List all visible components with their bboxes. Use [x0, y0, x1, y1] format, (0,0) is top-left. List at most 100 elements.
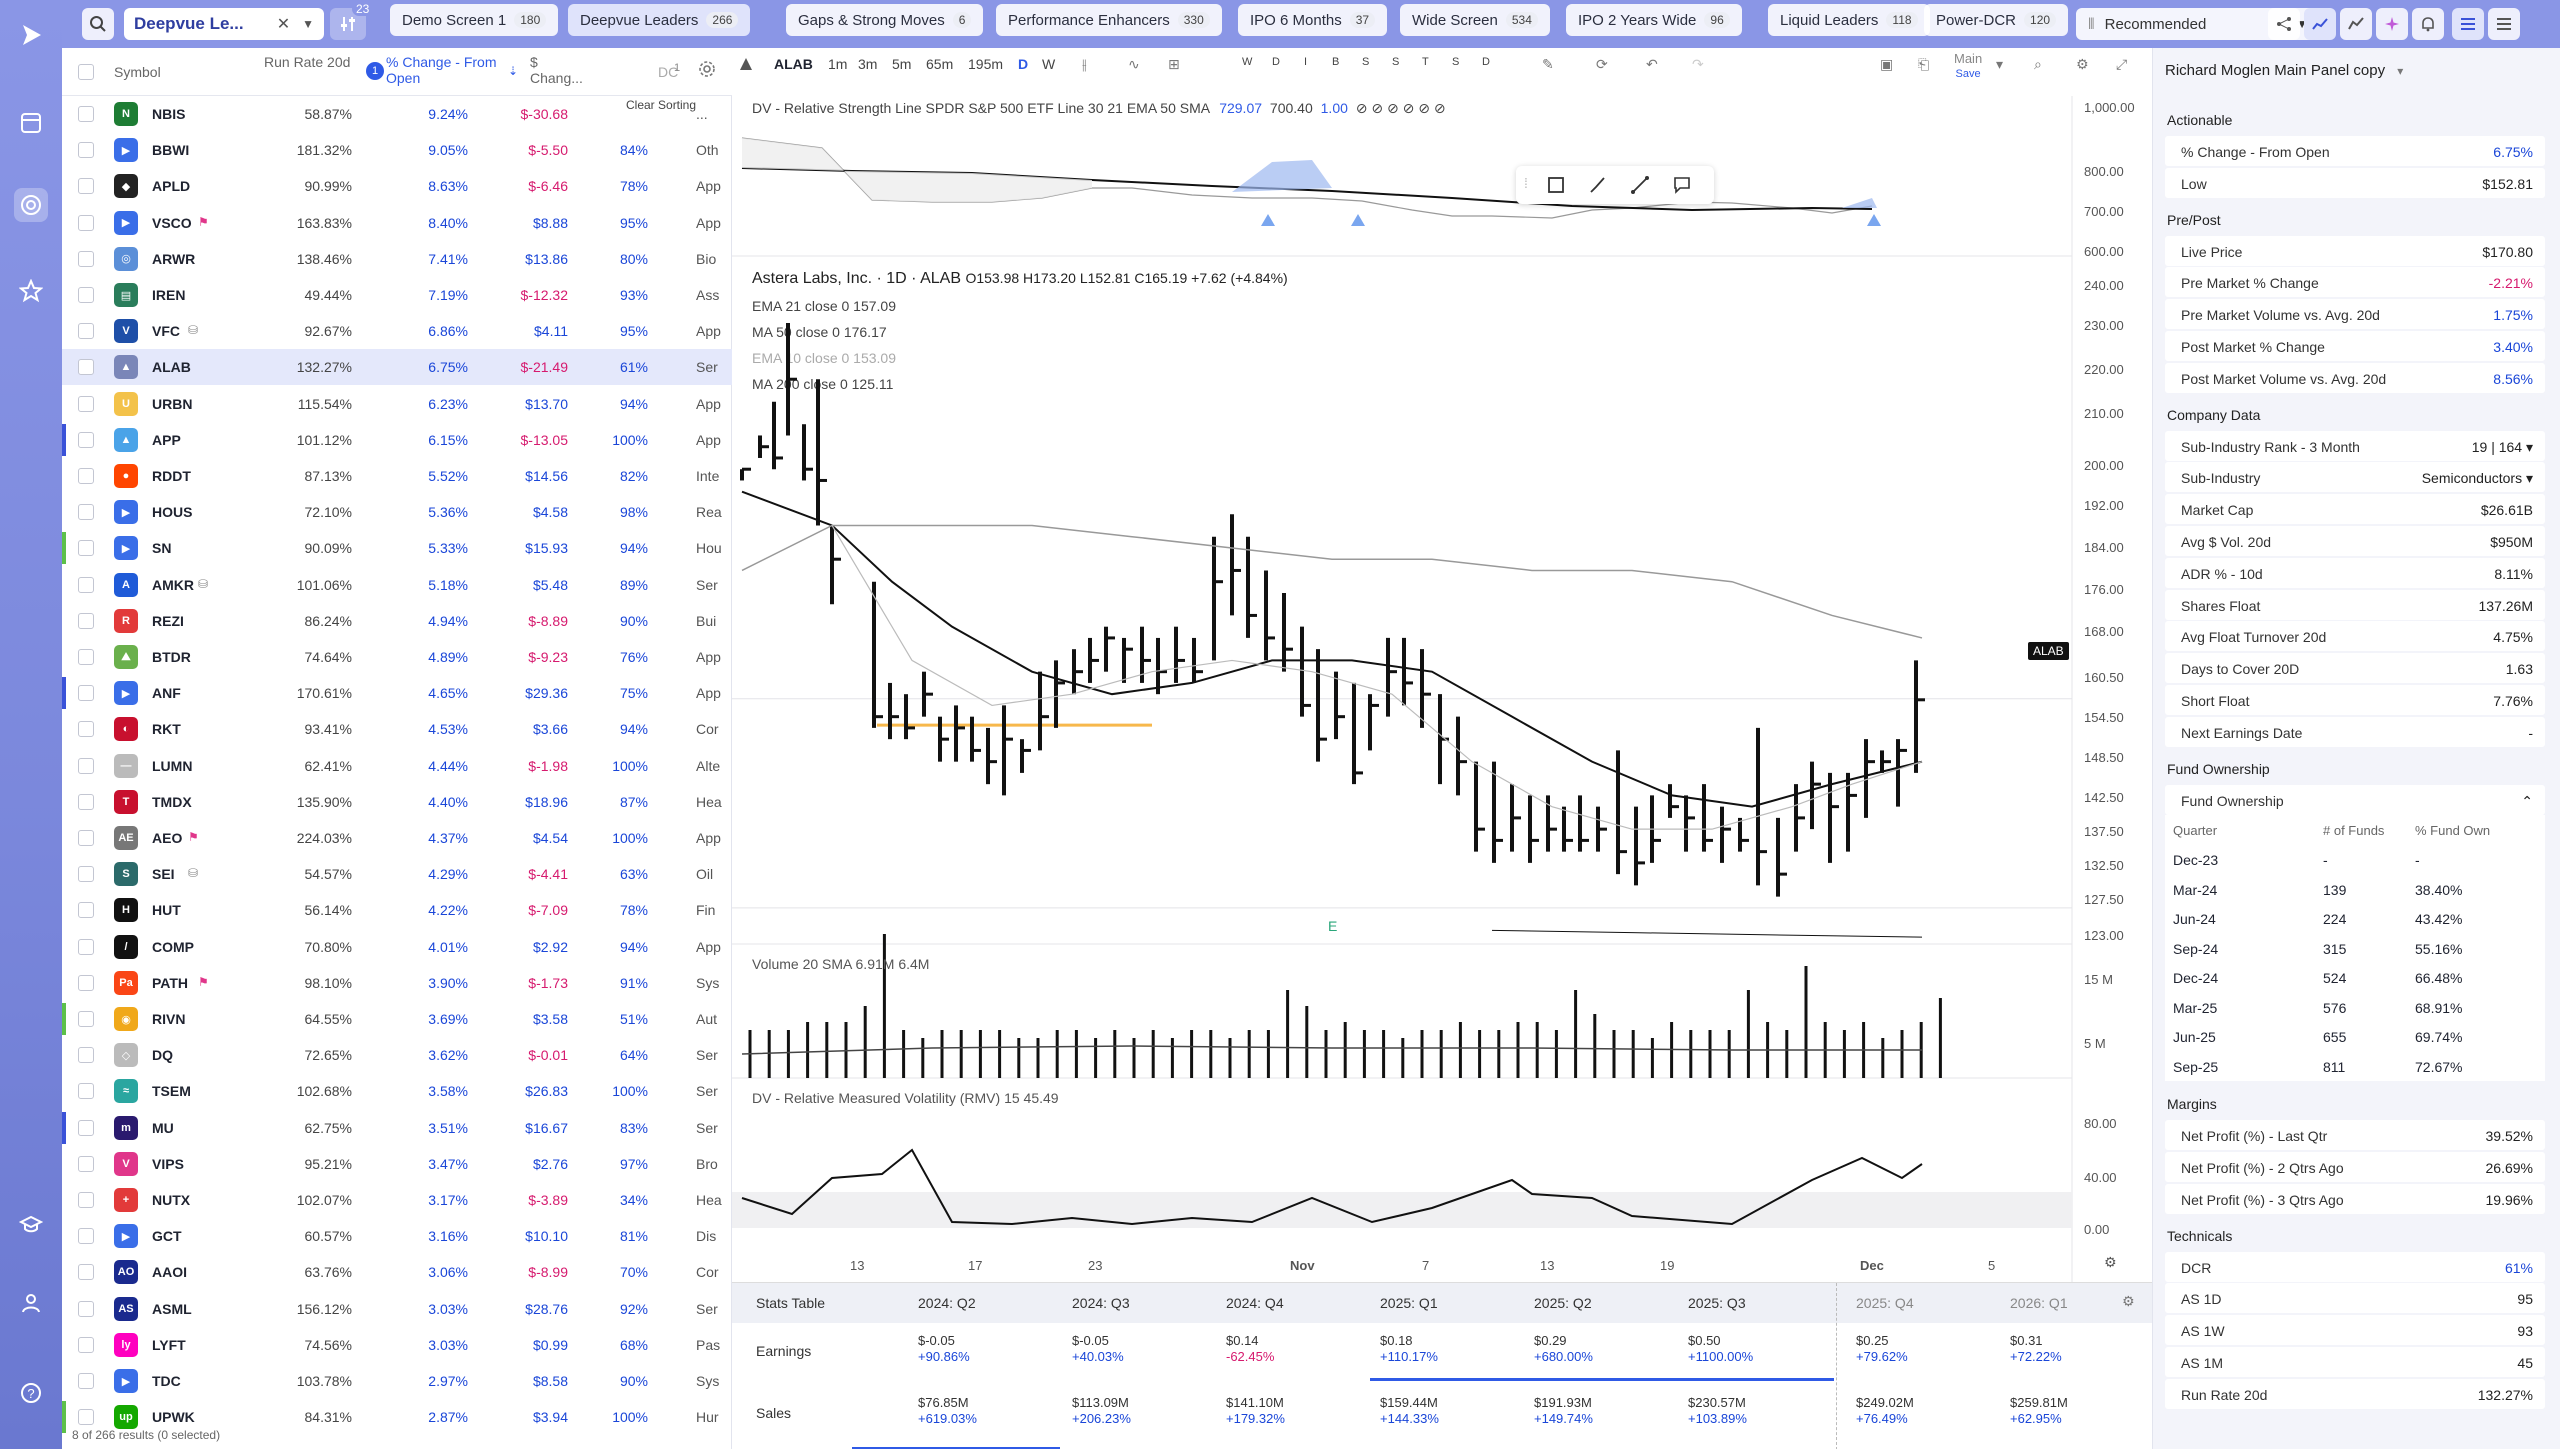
table-row[interactable]: ▲ APP 101.12% 6.15% $-13.05 100% App	[62, 422, 732, 458]
chart-settings-icon[interactable]: ⚙	[2076, 56, 2089, 72]
row-checkbox[interactable]	[78, 612, 94, 629]
col-pct-change-from-open[interactable]: % Change - From Open	[386, 54, 497, 86]
undo-icon[interactable]: ↶	[1646, 56, 1658, 72]
interval-195m[interactable]: 195m	[968, 56, 1004, 72]
tab-performance-enhancers[interactable]: Performance Enhancers 330	[996, 4, 1222, 36]
interval-weekly[interactable]: W	[1042, 56, 1056, 72]
table-row[interactable]: ▶ VSCO ⚑ 163.83% 8.40% $8.88 95% App	[62, 205, 732, 241]
range-t[interactable]: T	[1422, 56, 1429, 68]
row-checkbox[interactable]	[78, 540, 94, 557]
row-symbol[interactable]: AAOI	[152, 1264, 187, 1281]
row-symbol[interactable]: URBN	[152, 395, 193, 412]
row-checkbox[interactable]	[78, 1228, 94, 1245]
table-row[interactable]: ▶ HOUS 72.10% 5.36% $4.58 98% Rea	[62, 494, 732, 530]
table-row[interactable]: S SEI ⛁ 54.57% 4.29% $-4.41 63% Oil	[62, 856, 732, 892]
table-row[interactable]: ▤ IREN 49.44% 7.19% $-12.32 93% Ass	[62, 277, 732, 313]
row-checkbox[interactable]	[78, 974, 94, 991]
row-symbol[interactable]: VIPS	[152, 1155, 184, 1172]
row-checkbox[interactable]	[78, 323, 94, 340]
col-dollar-change[interactable]: $ Chang...	[530, 54, 583, 86]
row-symbol[interactable]: ANF	[152, 685, 181, 702]
redo-icon[interactable]: ↷	[1692, 56, 1704, 72]
table-row[interactable]: + NUTX 102.07% 3.17% $-3.89 34% Hea	[62, 1182, 732, 1218]
row-checkbox[interactable]	[78, 1011, 94, 1027]
table-row[interactable]: ≈ TSEM 102.68% 3.58% $26.83 100% Ser	[62, 1073, 732, 1109]
row-symbol[interactable]: BTDR	[152, 649, 191, 665]
table-row[interactable]: R REZI 86.24% 4.94% $-8.89 90% Bui	[62, 603, 732, 639]
chart-area-icon[interactable]	[2340, 8, 2372, 40]
row-symbol[interactable]: VFC	[152, 323, 180, 340]
layout-icon[interactable]: ▣	[1880, 56, 1894, 72]
row-symbol[interactable]: ALAB	[152, 359, 191, 376]
row-symbol[interactable]: BBWI	[152, 142, 190, 159]
line-tool-icon[interactable]	[1630, 175, 1652, 195]
range-s1[interactable]: S	[1362, 56, 1370, 68]
brush-tool-icon[interactable]	[1588, 175, 1610, 195]
row-checkbox[interactable]	[78, 649, 94, 665]
table-row[interactable]: ▶ TDC 103.78% 2.97% $8.58 90% Sys	[62, 1363, 732, 1399]
table-row[interactable]: ● RDDT 87.13% 5.52% $14.56 82% Inte	[62, 458, 732, 494]
magic-icon[interactable]	[2376, 8, 2408, 40]
row-checkbox[interactable]	[78, 902, 94, 919]
interval-daily[interactable]: D	[1018, 56, 1029, 72]
clear-icon[interactable]: ✕	[276, 16, 291, 33]
interval-3m[interactable]: 3m	[858, 56, 878, 72]
row-checkbox[interactable]	[78, 1119, 94, 1136]
row-symbol[interactable]: TSEM	[152, 1083, 191, 1100]
screen-selector[interactable]: Deepvue Le... ✕ ▼	[124, 8, 324, 40]
chart-symbol[interactable]: ALAB	[774, 56, 813, 72]
table-row[interactable]: ly LYFT 74.56% 3.03% $0.99 68% Pas	[62, 1327, 732, 1363]
search-button[interactable]	[82, 8, 114, 40]
layout-save-button[interactable]: Main Save	[1954, 51, 1983, 81]
table-row[interactable]: ▶ ANF 170.61% 4.65% $29.36 75% App	[62, 675, 732, 711]
indicators-icon[interactable]: ∿	[1128, 56, 1140, 72]
row-symbol[interactable]: APLD	[152, 178, 191, 195]
row-symbol[interactable]: HOUS	[152, 504, 193, 521]
row-symbol[interactable]: MU	[152, 1119, 174, 1136]
table-row[interactable]: N NBIS 58.87% 9.24% $-30.68...	[62, 96, 732, 132]
table-row[interactable]: ◇ DQ 72.65% 3.62% $-0.01 64% Ser	[62, 1037, 732, 1073]
row-checkbox[interactable]	[78, 468, 94, 484]
row-symbol[interactable]: RIVN	[152, 1011, 186, 1027]
price-chart[interactable]	[732, 48, 2152, 1282]
row-symbol[interactable]: AMKR	[152, 576, 194, 593]
row-symbol[interactable]: AEO	[152, 830, 183, 846]
row-checkbox[interactable]	[78, 1336, 94, 1353]
row-checkbox[interactable]	[78, 1300, 94, 1317]
range-s2[interactable]: S	[1392, 56, 1400, 68]
col-run-rate[interactable]: Run Rate 20d	[264, 54, 351, 70]
row-checkbox[interactable]	[78, 938, 94, 955]
row-checkbox[interactable]	[78, 757, 94, 774]
table-row[interactable]: ◎ ARWR 138.46% 7.41% $13.86 80% Bio	[62, 241, 732, 277]
table-row[interactable]: ▶ BBWI 181.32% 9.05% $-5.50 84% Oth	[62, 132, 732, 168]
drag-handle-icon[interactable]: ⁞	[1524, 175, 1528, 191]
tab-deepvue-leaders[interactable]: Deepvue Leaders 266	[568, 4, 751, 36]
range-i[interactable]: I	[1304, 56, 1308, 68]
row-symbol[interactable]: TDC	[152, 1373, 181, 1389]
row-symbol[interactable]: LUMN	[152, 757, 193, 774]
table-row[interactable]: ◉ RIVN 64.55% 3.69% $3.58 51% Aut	[62, 1001, 732, 1037]
column-settings-icon[interactable]	[698, 60, 716, 81]
bell-icon[interactable]	[2412, 8, 2444, 40]
play-logo-icon[interactable]	[14, 18, 48, 52]
row-checkbox[interactable]	[78, 178, 94, 195]
row-symbol[interactable]: SEI	[152, 866, 175, 883]
row-checkbox[interactable]	[78, 830, 94, 846]
range-d2[interactable]: D	[1482, 56, 1490, 68]
row-checkbox[interactable]	[78, 685, 94, 702]
row-checkbox[interactable]	[78, 1409, 94, 1426]
fund-ownership-toggle[interactable]: Fund Ownership ⌃	[2165, 784, 2545, 815]
col-symbol[interactable]: Symbol	[114, 64, 161, 80]
col-dcr[interactable]: DC	[658, 64, 679, 80]
tab-wide-screen[interactable]: Wide Screen 534	[1400, 4, 1550, 36]
folder-icon[interactable]: ⎗	[1918, 56, 1930, 72]
table-row[interactable]: V VIPS 95.21% 3.47% $2.76 97% Bro	[62, 1146, 732, 1182]
table-row[interactable]: ⛰ BTDR 74.64% 4.89% $-9.23 76% App	[62, 639, 732, 675]
tab-power-dcr[interactable]: Power-DCR 120	[1924, 4, 2069, 36]
star-icon[interactable]	[14, 274, 48, 308]
tab-gaps-strong-moves[interactable]: Gaps & Strong Moves 6	[786, 4, 984, 36]
row-checkbox[interactable]	[78, 142, 94, 159]
layout-dropdown-icon[interactable]: ▾	[1996, 56, 2004, 72]
row-checkbox[interactable]	[78, 214, 94, 231]
compare-icon[interactable]: ⫲	[1082, 56, 1087, 72]
